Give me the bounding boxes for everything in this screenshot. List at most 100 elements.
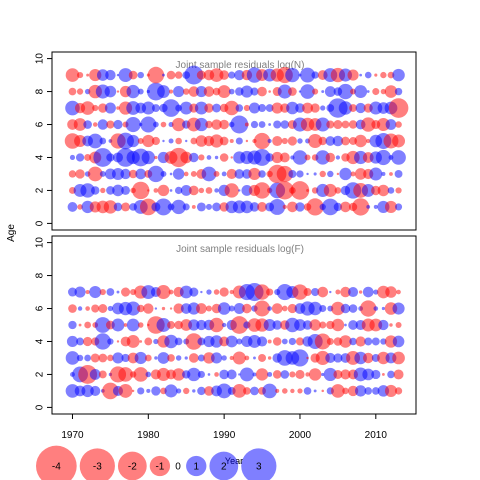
residual-point: [306, 189, 309, 192]
residual-point: [396, 289, 401, 295]
residual-point: [275, 388, 280, 393]
residual-point: [295, 103, 305, 113]
residual-point: [361, 184, 375, 197]
y-tick-label: 2: [35, 187, 46, 193]
residual-point: [93, 148, 113, 167]
residual-point: [281, 338, 288, 345]
residual-point: [338, 101, 353, 115]
residual-point: [214, 188, 219, 193]
legend-symbol: [117, 451, 147, 480]
residual-point: [334, 187, 342, 194]
residual-point: [86, 73, 90, 77]
residual-point: [204, 386, 214, 396]
residual-point: [77, 306, 83, 311]
residual-point: [275, 181, 294, 200]
residual-point: [121, 202, 130, 212]
residual-point: [172, 168, 185, 180]
residual-point: [175, 137, 182, 145]
residual-point: [377, 184, 390, 197]
residual-point: [99, 288, 106, 296]
residual-point: [224, 183, 239, 198]
legend-symbol: [209, 451, 239, 480]
residual-point: [195, 135, 208, 147]
residual-point: [113, 119, 123, 130]
residual-point: [371, 337, 380, 346]
residual-point: [183, 171, 189, 177]
residual-point: [387, 187, 395, 194]
residual-point: [238, 373, 241, 376]
residual-point: [273, 120, 282, 129]
residual-point: [288, 169, 297, 178]
residual-point: [191, 204, 196, 209]
residual-point: [323, 367, 337, 382]
residual-point: [106, 186, 115, 195]
residual-point: [168, 138, 174, 144]
residual-point: [68, 304, 77, 313]
residual-point: [153, 121, 159, 128]
y-tick-label: 0: [35, 404, 46, 410]
residual-point: [234, 69, 245, 81]
residual-point: [325, 352, 336, 364]
legend: -4 -3 -2 -1 0 1 2 3: [36, 445, 277, 480]
residual-point: [302, 102, 314, 114]
residual-point: [306, 356, 309, 360]
residual-point: [314, 333, 331, 350]
residual-point: [282, 388, 288, 394]
residual-point: [65, 351, 80, 365]
residual-point: [151, 386, 161, 396]
residual-point: [243, 104, 251, 112]
residual-point: [256, 336, 268, 347]
y-tick-label: 0: [35, 220, 46, 226]
residual-point: [190, 170, 197, 177]
residual-point: [94, 317, 111, 333]
x-tick-label: 1970: [61, 430, 84, 441]
residual-point: [209, 134, 224, 148]
residual-point: [102, 382, 119, 400]
residual-point: [160, 171, 167, 177]
residual-point: [100, 187, 106, 194]
residual-point: [180, 151, 193, 164]
residual-point: [393, 369, 404, 380]
residual-point: [121, 186, 130, 195]
residual-point: [144, 354, 152, 362]
residual-point: [195, 86, 207, 98]
residual-point: [205, 187, 213, 194]
residual-point: [99, 137, 107, 145]
residual-point: [226, 369, 237, 380]
residual-point: [267, 356, 272, 360]
residual-point: [348, 287, 359, 298]
residual-point: [103, 200, 118, 214]
residual-point: [189, 152, 199, 163]
residual-point: [180, 185, 192, 196]
residual-point: [154, 307, 158, 310]
residual-point: [125, 116, 141, 133]
residual-point: [391, 150, 406, 165]
residual-point: [200, 290, 203, 294]
residual-point: [394, 87, 403, 96]
residual-point: [392, 134, 406, 148]
residual-point: [196, 70, 206, 80]
residual-point: [226, 168, 237, 180]
residual-point: [285, 67, 300, 83]
residual-point: [340, 286, 351, 298]
residual-point: [238, 189, 241, 192]
residual-point: [164, 384, 178, 398]
residual-point: [75, 169, 85, 179]
residual-point: [154, 155, 158, 160]
residual-point: [331, 384, 345, 398]
residual-point: [230, 316, 249, 334]
residual-point: [167, 354, 175, 362]
residual-point: [228, 305, 235, 312]
residual-point: [190, 137, 198, 145]
residual-point: [333, 119, 343, 130]
residual-point: [126, 301, 141, 316]
panel-log-f-title: Joint sample residuals log(F): [176, 244, 304, 255]
residual-point: [98, 353, 108, 363]
residual-point: [106, 288, 115, 296]
residual-point: [216, 383, 232, 399]
residual-point: [207, 373, 211, 376]
residual-point: [287, 136, 297, 146]
residual-point: [156, 367, 171, 381]
panel-log-n: Joint sample residuals log(N) 0 2 4 6 8 10: [35, 51, 417, 231]
residual-point: [297, 138, 303, 144]
